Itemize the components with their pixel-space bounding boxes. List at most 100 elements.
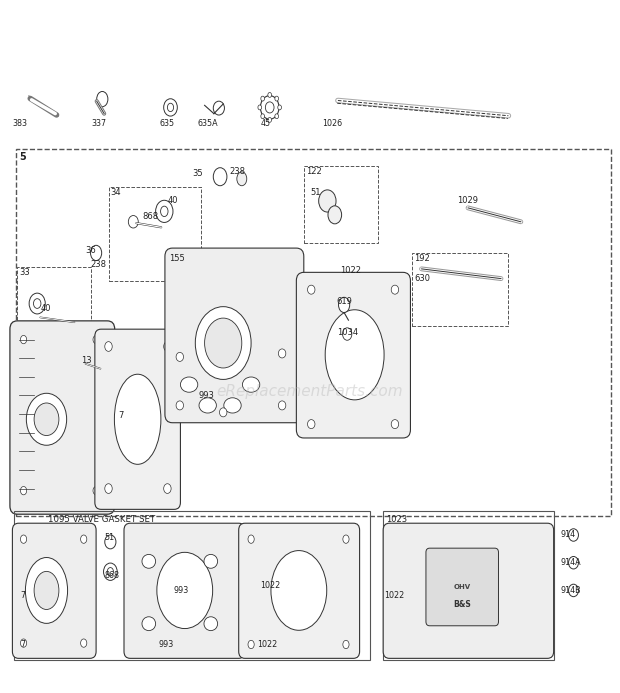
Ellipse shape	[261, 96, 265, 101]
Text: 5: 5	[19, 152, 26, 162]
Text: 1029: 1029	[458, 197, 479, 205]
Ellipse shape	[242, 377, 260, 392]
Ellipse shape	[81, 639, 87, 647]
Text: OHV: OHV	[454, 584, 471, 590]
Ellipse shape	[142, 554, 156, 568]
Text: 1034: 1034	[337, 328, 358, 337]
Ellipse shape	[328, 206, 342, 224]
Text: 337: 337	[92, 119, 107, 128]
Ellipse shape	[308, 419, 315, 428]
Ellipse shape	[20, 335, 27, 344]
Ellipse shape	[569, 529, 578, 541]
Text: 914B: 914B	[560, 586, 581, 595]
Ellipse shape	[258, 105, 262, 109]
Text: 1095 VALVE GASKET SET: 1095 VALVE GASKET SET	[48, 515, 155, 523]
Text: 1023: 1023	[386, 515, 407, 523]
Ellipse shape	[248, 535, 254, 543]
Ellipse shape	[115, 374, 161, 464]
Ellipse shape	[161, 207, 168, 216]
Ellipse shape	[91, 245, 102, 261]
Text: 238: 238	[90, 261, 106, 269]
Text: 33: 33	[19, 268, 30, 277]
FancyBboxPatch shape	[10, 321, 115, 514]
Ellipse shape	[34, 403, 59, 436]
Ellipse shape	[248, 640, 254, 649]
Ellipse shape	[278, 401, 286, 410]
Ellipse shape	[260, 96, 279, 119]
FancyBboxPatch shape	[12, 523, 96, 658]
Ellipse shape	[278, 349, 286, 358]
Ellipse shape	[93, 335, 99, 344]
Text: 122: 122	[306, 168, 321, 176]
Ellipse shape	[105, 535, 116, 549]
Text: 51: 51	[104, 533, 114, 541]
Ellipse shape	[343, 535, 349, 543]
Ellipse shape	[157, 552, 213, 629]
Text: 1026: 1026	[322, 119, 342, 128]
Text: 383: 383	[12, 119, 27, 128]
Ellipse shape	[26, 393, 67, 446]
Text: 51: 51	[310, 188, 321, 197]
Ellipse shape	[268, 117, 272, 123]
Ellipse shape	[20, 486, 27, 495]
Text: 993: 993	[158, 640, 174, 649]
Text: 914A: 914A	[560, 559, 581, 567]
Text: 993: 993	[174, 586, 189, 595]
Ellipse shape	[261, 114, 265, 119]
FancyBboxPatch shape	[95, 329, 180, 509]
Text: 34: 34	[110, 188, 121, 197]
Ellipse shape	[224, 398, 241, 413]
Ellipse shape	[391, 419, 399, 428]
Text: 635: 635	[160, 119, 175, 128]
Ellipse shape	[213, 168, 227, 186]
Ellipse shape	[20, 535, 27, 543]
Ellipse shape	[213, 101, 224, 115]
Text: 1022: 1022	[257, 640, 278, 649]
Ellipse shape	[164, 342, 171, 351]
Text: 635A: 635A	[197, 119, 218, 128]
Ellipse shape	[265, 102, 274, 113]
Ellipse shape	[81, 535, 87, 543]
Ellipse shape	[180, 377, 198, 392]
Ellipse shape	[93, 486, 99, 495]
Ellipse shape	[195, 306, 251, 380]
Text: 40: 40	[167, 197, 178, 205]
FancyBboxPatch shape	[296, 272, 410, 438]
Ellipse shape	[278, 105, 281, 109]
Ellipse shape	[164, 98, 177, 116]
Ellipse shape	[205, 318, 242, 368]
FancyBboxPatch shape	[124, 523, 245, 658]
Ellipse shape	[105, 342, 112, 351]
Ellipse shape	[156, 200, 173, 222]
Text: 192: 192	[414, 254, 430, 263]
Ellipse shape	[105, 484, 112, 493]
Ellipse shape	[199, 398, 216, 413]
Ellipse shape	[164, 484, 171, 493]
Ellipse shape	[33, 299, 41, 308]
Ellipse shape	[104, 563, 117, 581]
Text: 1022: 1022	[260, 581, 281, 590]
Ellipse shape	[325, 310, 384, 400]
Ellipse shape	[204, 617, 218, 631]
Ellipse shape	[219, 407, 227, 416]
Ellipse shape	[569, 584, 578, 597]
Ellipse shape	[569, 556, 578, 569]
Ellipse shape	[343, 640, 349, 649]
Text: 35: 35	[192, 169, 203, 177]
Ellipse shape	[343, 328, 352, 340]
Ellipse shape	[20, 639, 27, 647]
FancyBboxPatch shape	[165, 248, 304, 423]
Ellipse shape	[339, 297, 350, 313]
Text: 868: 868	[104, 571, 119, 579]
Text: B&S: B&S	[454, 600, 471, 608]
Text: 238: 238	[229, 168, 246, 176]
Text: 36: 36	[86, 247, 96, 255]
Text: 155: 155	[169, 254, 185, 263]
Ellipse shape	[176, 401, 184, 410]
Text: 914: 914	[560, 531, 575, 539]
Ellipse shape	[97, 91, 108, 107]
Ellipse shape	[34, 571, 59, 610]
Ellipse shape	[275, 114, 278, 119]
FancyBboxPatch shape	[239, 523, 360, 658]
Text: 7: 7	[20, 640, 25, 649]
